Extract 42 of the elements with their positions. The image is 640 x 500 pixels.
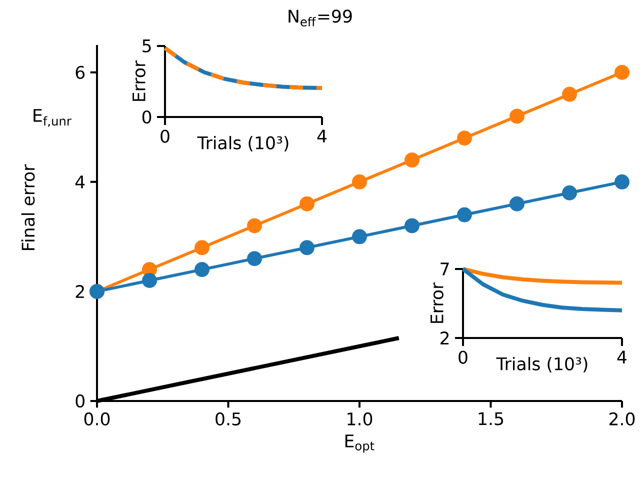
- line-series: [461, 266, 624, 312]
- y-tick-label: 0: [76, 394, 84, 408]
- x-tick-label: 1.0: [348, 412, 372, 426]
- x-axis-title: E$_{opt}$: [345, 434, 374, 453]
- y-tick-label: 5: [142, 40, 151, 52]
- y-axis-title: Error: [132, 60, 146, 101]
- point: [509, 196, 524, 212]
- point: [509, 108, 524, 124]
- point: [352, 174, 367, 190]
- point: [300, 196, 314, 212]
- point: [142, 273, 158, 288]
- point: [352, 229, 367, 244]
- point: [614, 174, 630, 190]
- y-axis-title: Error: [430, 282, 444, 323]
- y-axis-title: Final error: [21, 164, 35, 250]
- point: [247, 218, 262, 234]
- line-series: [163, 46, 324, 90]
- text: E$_{f,unr}$: [34, 109, 72, 127]
- point: [404, 152, 420, 168]
- y-tick-label: 4: [75, 176, 85, 188]
- point: [194, 262, 210, 278]
- x-axis-title: Trials (10³): [496, 356, 588, 372]
- x-tick-label: 0.0: [84, 412, 110, 426]
- chart-title: N$_{eff}$=99: [288, 10, 352, 26]
- point: [562, 185, 577, 200]
- x-axis-title: Trials (10³): [197, 136, 288, 152]
- point: [194, 240, 210, 256]
- point: [300, 240, 314, 256]
- point: [457, 207, 472, 222]
- x-tick-label: 0.5: [216, 412, 241, 426]
- point: [614, 64, 630, 80]
- y-tick-label: 2: [440, 332, 449, 344]
- x-tick-label: 1.5: [478, 412, 504, 426]
- point: [562, 86, 577, 102]
- y-tick-label: 7: [440, 262, 449, 276]
- point: [457, 130, 472, 146]
- y-tick-label: 6: [76, 66, 85, 79]
- x-tick-label: 2.0: [609, 412, 635, 426]
- y-tick-label: 2: [76, 285, 84, 298]
- point: [404, 218, 420, 234]
- point: [247, 251, 262, 266]
- line-series: [461, 266, 624, 285]
